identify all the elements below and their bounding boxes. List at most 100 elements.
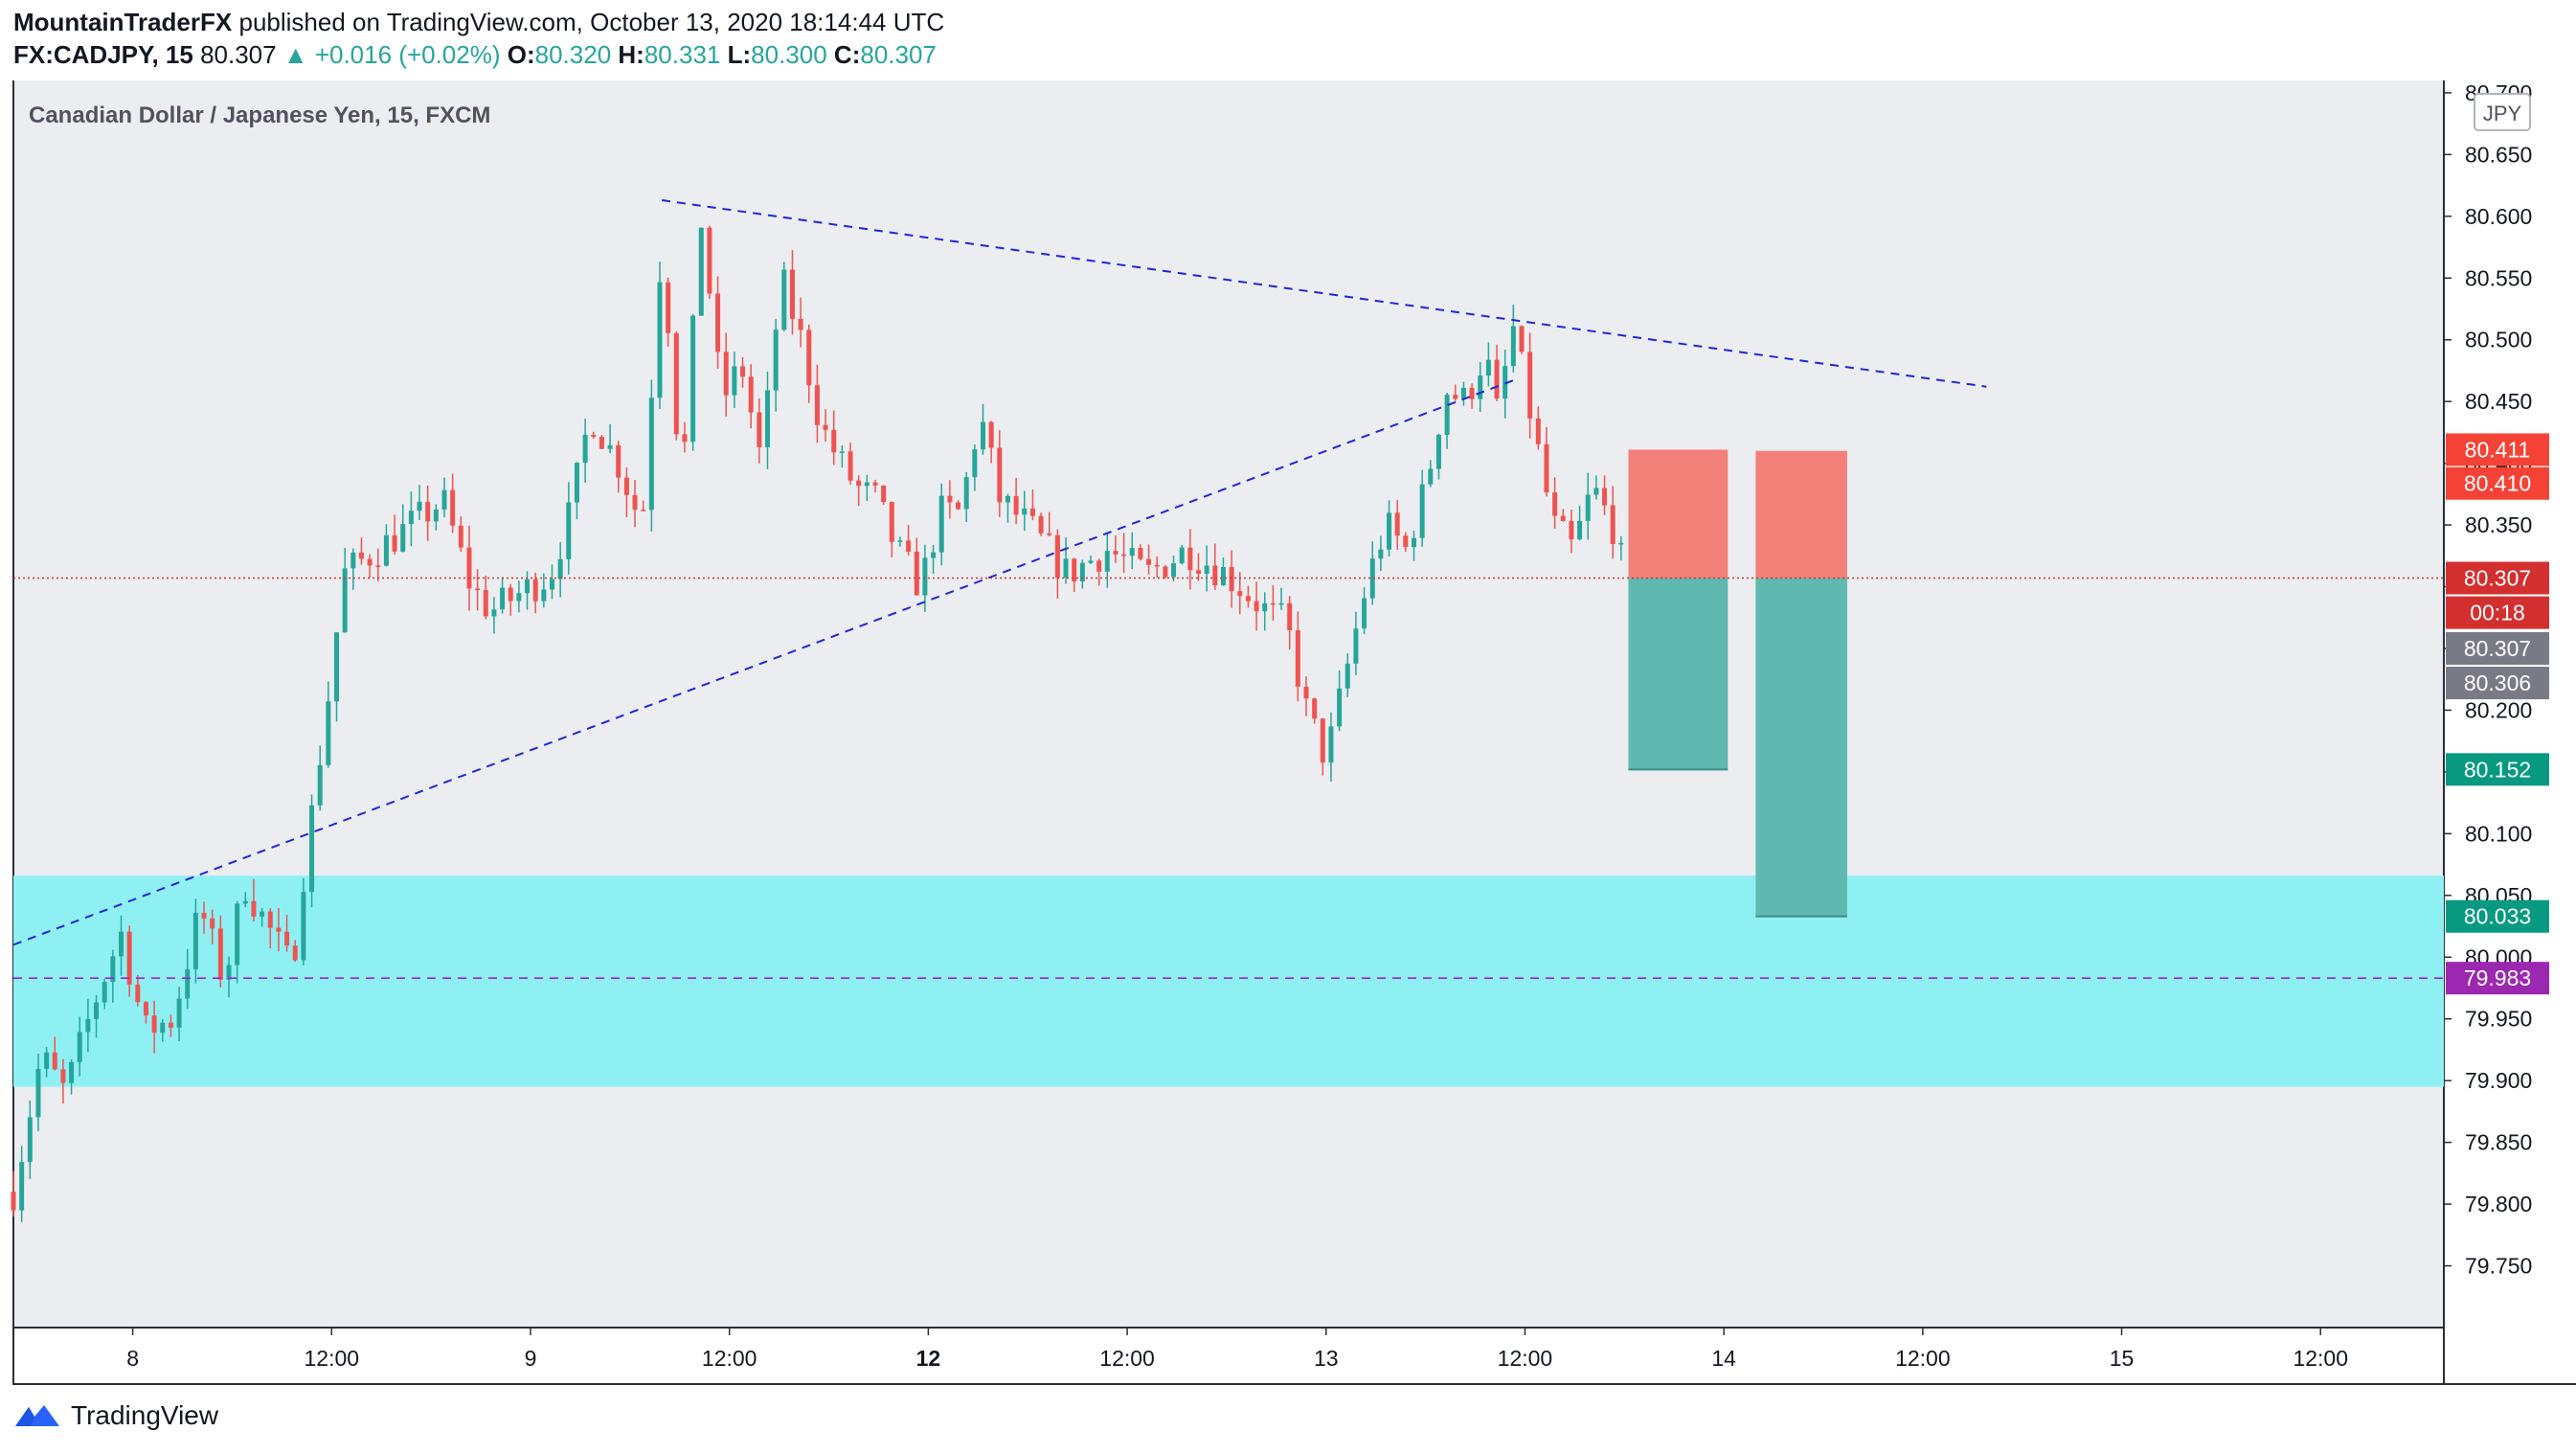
candle-body: [85, 1018, 91, 1033]
price-label-box: [2446, 962, 2549, 995]
chart[interactable]: 80.70080.65080.60080.55080.50080.45080.4…: [0, 80, 2576, 1385]
candle-body: [367, 558, 373, 566]
ascending-support-trendline: [12, 379, 1514, 946]
candle-body: [309, 805, 315, 893]
candle-body: [1262, 602, 1268, 612]
candle-body: [1602, 488, 1608, 506]
candle-body: [972, 449, 978, 478]
price-tick-label: 79.950: [2465, 1007, 2532, 1032]
candle-body: [781, 269, 787, 330]
candle-body: [94, 1002, 100, 1019]
short-position-1-stop-zone: [1628, 449, 1729, 579]
candle-body: [1585, 494, 1591, 521]
candle-body: [831, 429, 837, 453]
price-label-text: 00:18: [2470, 601, 2525, 625]
candle-body: [1412, 537, 1416, 548]
symbol-label: FX:CADJPY, 15: [13, 40, 193, 69]
candle-body: [1312, 698, 1318, 719]
candle-body: [1419, 484, 1425, 538]
candle-body: [616, 444, 621, 478]
candle-body: [1510, 326, 1516, 367]
candle-body: [914, 551, 919, 596]
candle-body: [1022, 508, 1028, 515]
price-tick-label: 80.500: [2465, 328, 2532, 352]
candle-body: [872, 482, 878, 486]
candle-body: [350, 552, 356, 569]
price-tick-label: 80.350: [2465, 512, 2532, 537]
candle-body: [557, 558, 563, 579]
candle-body: [1121, 554, 1127, 557]
candle-body: [342, 568, 348, 633]
change-arrow-icon: ▲: [282, 40, 308, 69]
candle-body: [1369, 558, 1375, 599]
tradingview-logo-icon: [15, 1405, 59, 1426]
trendlines: [12, 199, 1987, 946]
time-tick-label: 8: [126, 1346, 139, 1371]
candle-body: [1287, 602, 1293, 631]
candle-body: [757, 412, 762, 447]
demand-zone[interactable]: [13, 875, 2444, 1087]
candle-body: [392, 534, 397, 552]
candle-body: [1254, 601, 1259, 612]
candle-body: [176, 998, 182, 1028]
plot-background[interactable]: [13, 80, 2444, 1328]
candle-body: [1387, 512, 1392, 550]
candle-body: [1544, 443, 1549, 493]
footer-brand[interactable]: TradingView: [13, 1400, 218, 1431]
price-label-box: [2446, 561, 2549, 595]
candle-body: [864, 482, 870, 487]
price-axis-background[interactable]: [2444, 80, 2576, 1385]
candle-body: [11, 1192, 16, 1211]
candle-body: [60, 1069, 66, 1083]
candle-body: [192, 913, 198, 969]
candle-body: [1179, 547, 1185, 564]
candles: [11, 225, 1624, 1222]
candle-body: [1337, 688, 1343, 727]
price-tick-label: 79.800: [2465, 1192, 2532, 1216]
candle-body: [1328, 726, 1334, 763]
candle-body: [525, 579, 531, 594]
candle-body: [1237, 591, 1243, 597]
candle-body: [1535, 418, 1541, 444]
price-label-text: 80.152: [2464, 757, 2531, 782]
candle-body: [806, 329, 812, 386]
candle-body: [1146, 558, 1152, 565]
candle-body: [632, 494, 638, 511]
candle-body: [532, 579, 538, 602]
candle-body: [1469, 387, 1475, 399]
candle-body: [417, 501, 422, 511]
price-label-box: [2446, 433, 2549, 466]
candle-body: [491, 609, 497, 617]
candle-body: [19, 1162, 25, 1211]
candle-body: [110, 956, 116, 983]
currency-badge[interactable]: [2474, 93, 2531, 131]
author-name[interactable]: MountainTraderFX: [13, 8, 233, 36]
candle-body: [358, 552, 364, 559]
candle-body: [334, 632, 339, 702]
candle-body: [1005, 495, 1010, 503]
short-position-2-stop-zone: [1755, 450, 1847, 579]
candle-body: [1362, 598, 1367, 629]
candle-body: [947, 495, 953, 503]
candle-body: [433, 509, 439, 522]
candle-body: [500, 587, 506, 610]
candle-body: [1163, 566, 1168, 578]
candle-body: [906, 540, 912, 552]
candle-body: [276, 927, 282, 932]
time-tick-label: 13: [1314, 1346, 1339, 1371]
candle-body: [1494, 359, 1500, 399]
price-labels: 80.411 80.410 80.307 00:18 80.307 80.306 80.15…: [2446, 433, 2549, 995]
last-price: 80.307: [200, 40, 277, 69]
time-tick-label: 14: [1711, 1346, 1736, 1371]
candle-body: [1394, 512, 1400, 536]
time-axis-background[interactable]: [13, 1328, 2444, 1385]
price-label-text: 80.307: [2464, 566, 2531, 591]
candle-body: [226, 965, 232, 980]
close-label: C:: [833, 40, 861, 69]
candle-body: [317, 764, 323, 806]
candle-body: [450, 489, 456, 526]
candle-body: [1428, 468, 1434, 485]
candle-body: [1270, 602, 1276, 605]
candle-body: [963, 477, 969, 510]
price-tick-label: 80.650: [2465, 142, 2532, 167]
